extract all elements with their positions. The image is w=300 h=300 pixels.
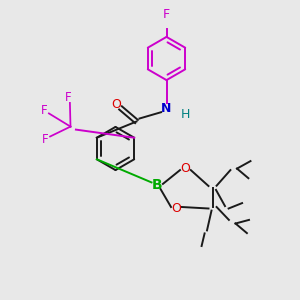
Text: O: O xyxy=(181,162,190,175)
Text: F: F xyxy=(65,91,72,104)
Text: F: F xyxy=(163,8,170,22)
Text: F: F xyxy=(42,133,49,146)
Text: H: H xyxy=(181,107,190,121)
Text: N: N xyxy=(161,102,172,115)
Text: O: O xyxy=(112,98,121,111)
Text: O: O xyxy=(172,202,181,215)
Text: F: F xyxy=(41,104,48,118)
Text: B: B xyxy=(152,178,163,192)
